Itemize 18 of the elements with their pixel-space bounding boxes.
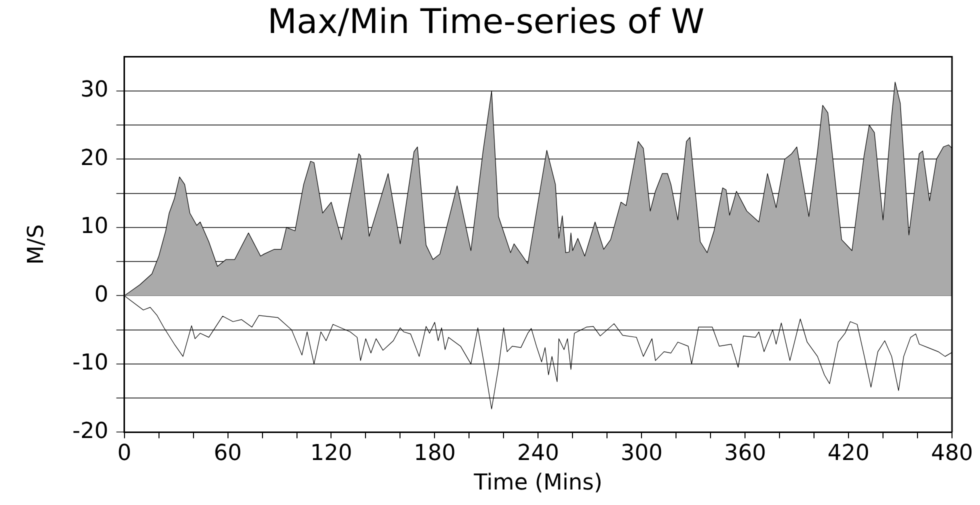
- y-tick-label: -10: [72, 350, 108, 376]
- y-tick-label: 20: [80, 146, 108, 171]
- x-tick-label: 480: [931, 441, 973, 466]
- x-tick-label: 360: [724, 441, 766, 466]
- y-tick-label: 30: [80, 78, 108, 103]
- x-tick-label: 60: [214, 441, 242, 466]
- y-tick-label: -20: [72, 418, 108, 444]
- x-tick-label: 180: [414, 441, 456, 466]
- chart-title: Max/Min Time-series of W: [267, 2, 705, 42]
- x-tick-label: 120: [310, 441, 352, 466]
- y-tick-label: 0: [94, 282, 108, 308]
- y-axis-title: M/S: [24, 224, 49, 265]
- x-axis-title: Time (Mins): [472, 470, 602, 496]
- x-tick-label: 240: [517, 441, 560, 466]
- x-tick-label: 300: [620, 441, 663, 466]
- y-tick-label: 10: [80, 214, 108, 240]
- x-tick-label: 420: [828, 441, 870, 466]
- x-tick-label: 0: [117, 441, 132, 466]
